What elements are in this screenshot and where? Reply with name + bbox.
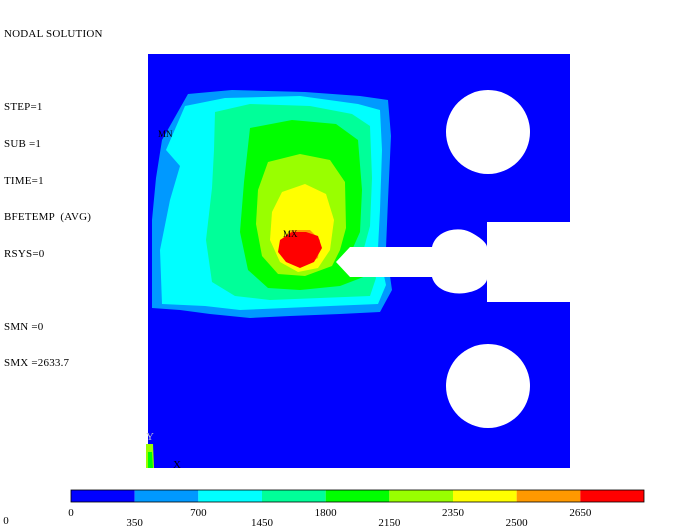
legend-swatch [71,490,135,502]
sub-line: SUB =1 [4,138,42,151]
legend-swatch [516,490,581,502]
axis-x-label: X [173,459,181,471]
legend-swatch [580,490,644,502]
legend-swatch [389,490,453,502]
legend-bar [70,489,645,503]
legend-label: 350 [126,517,143,529]
rsys-line: RSYS=0 [4,247,45,260]
legend-swatch [453,490,517,502]
time-line: TIME=1 [4,174,44,187]
legend-corner-label: 0 [3,515,9,527]
legend-swatch [325,490,390,502]
lower-hole [446,344,530,428]
legend-label: 2350 [442,507,464,519]
legend-swatch [262,490,326,502]
info-panel: NODAL SOLUTION STEP=1 SUB =1 TIME=1 BFET… [4,4,103,382]
step-line: STEP=1 [4,101,43,114]
legend-label: 1450 [251,517,273,529]
legend-label: 0 [68,507,74,519]
legend-swatch [198,490,262,502]
legend-outline [70,489,645,503]
notch-slot [336,222,570,302]
field-line: BFETEMP (AVG) [4,211,92,224]
solution-title: NODAL SOLUTION [4,28,103,41]
axis-y-label: Y [146,431,154,443]
max-marker: MX [283,229,298,239]
smx-line: SMX =2633.7 [4,357,70,370]
upper-hole [446,90,530,174]
legend-label: 2650 [569,507,592,519]
legend-label: 2500 [505,517,528,529]
legend-label: 700 [190,507,207,519]
origin-accent-2 [148,452,153,468]
legend-label: 1800 [314,507,337,519]
smn-line: SMN =0 [4,320,44,333]
legend-swatch [134,490,199,502]
min-marker: MN [158,129,173,139]
legend-label: 2150 [378,517,401,529]
contour-band-red [278,232,322,268]
